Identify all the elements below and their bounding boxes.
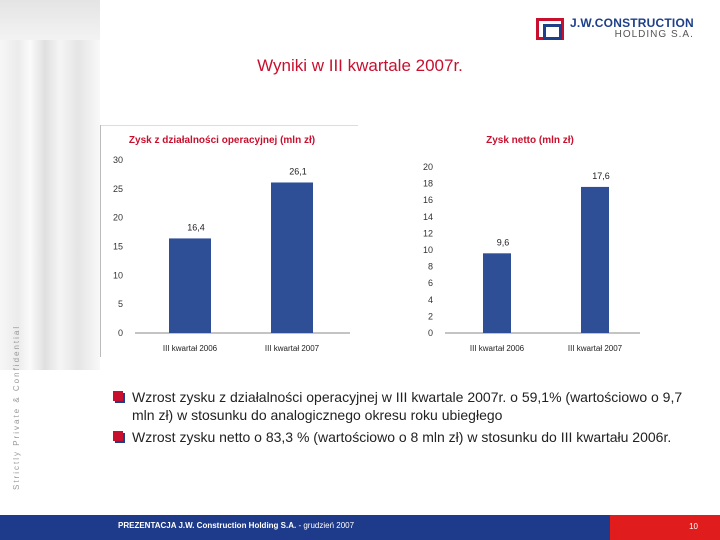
logo-subtitle: HOLDING S.A. (614, 29, 694, 40)
company-logo: J.W.CONSTRUCTION HOLDING S.A. (536, 16, 694, 40)
y-tick-label: 20 (113, 213, 123, 223)
y-tick-label: 18 (423, 179, 433, 189)
y-tick-label: 2 (428, 311, 433, 321)
net-profit-chart: Zysk netto (mln zł) 0 2 4 6 8 10 12 14 16 18 20 9,6 I… (400, 125, 650, 357)
footer-accent (610, 515, 720, 540)
y-tick-label: 0 (428, 328, 433, 338)
slide-title: Wyniki w III kwartale 2007r. (257, 56, 463, 75)
logo-icon (536, 18, 564, 40)
column-background (0, 0, 100, 370)
page-number: 10 (689, 522, 698, 531)
data-label: 16,4 (187, 222, 205, 232)
footer-date: - grudzień 2007 (296, 521, 355, 530)
chart-title: Zysk z działalności operacyjnej (mln zł) (129, 135, 315, 146)
footer-text: PREZENTACJA J.W. Construction Holding S.… (118, 521, 354, 530)
bullet-list: Wzrost zysku z działalności operacyjnej … (110, 388, 685, 450)
y-tick-label: 25 (113, 184, 123, 194)
data-label: 17,6 (592, 171, 610, 181)
bullet-icon (113, 391, 123, 401)
y-tick-label: 30 (113, 155, 123, 165)
y-tick-label: 4 (428, 295, 433, 305)
y-tick-label: 10 (423, 245, 433, 255)
bar (169, 238, 211, 333)
footer-bar: PREZENTACJA J.W. Construction Holding S.… (0, 515, 720, 540)
data-label: 9,6 (497, 237, 510, 247)
operating-profit-chart: Zysk z działalności operacyjnej (mln zł)… (100, 125, 358, 357)
y-tick-label: 0 (118, 328, 123, 338)
y-tick-label: 15 (113, 242, 123, 252)
footer-bold: PREZENTACJA J.W. Construction Holding S.… (118, 521, 297, 530)
y-tick-label: 6 (428, 278, 433, 288)
bar (483, 253, 511, 333)
bar (581, 186, 609, 333)
logo-name: J.W.CONSTRUCTION (570, 16, 694, 30)
bullet-item: Wzrost zysku z działalności operacyjnej … (110, 388, 685, 424)
bar (271, 182, 313, 333)
data-label: 26,1 (289, 166, 307, 176)
x-tick-label: III kwartał 2007 (265, 344, 320, 353)
bullet-text: Wzrost zysku z działalności operacyjnej … (132, 389, 683, 423)
column-capital (0, 0, 100, 40)
y-tick-label: 16 (423, 195, 433, 205)
x-tick-label: III kwartał 2006 (163, 344, 218, 353)
y-tick-label: 10 (113, 270, 123, 280)
y-tick-label: 20 (423, 162, 433, 172)
y-tick-label: 12 (423, 228, 433, 238)
chart-background (100, 125, 358, 357)
bullet-text: Wzrost zysku netto o 83,3 % (wartościowo… (132, 429, 672, 445)
y-tick-label: 14 (423, 212, 433, 222)
bullet-icon (113, 431, 123, 441)
x-tick-label: III kwartał 2007 (568, 344, 623, 353)
chart-background (400, 125, 650, 357)
chart-title: Zysk netto (mln zł) (486, 135, 574, 146)
confidential-label: Strictly Private & Confidential (12, 324, 21, 490)
x-tick-label: III kwartał 2006 (470, 344, 525, 353)
y-tick-label: 8 (428, 262, 433, 272)
y-tick-label: 5 (118, 299, 123, 309)
bullet-item: Wzrost zysku netto o 83,3 % (wartościowo… (110, 428, 685, 446)
